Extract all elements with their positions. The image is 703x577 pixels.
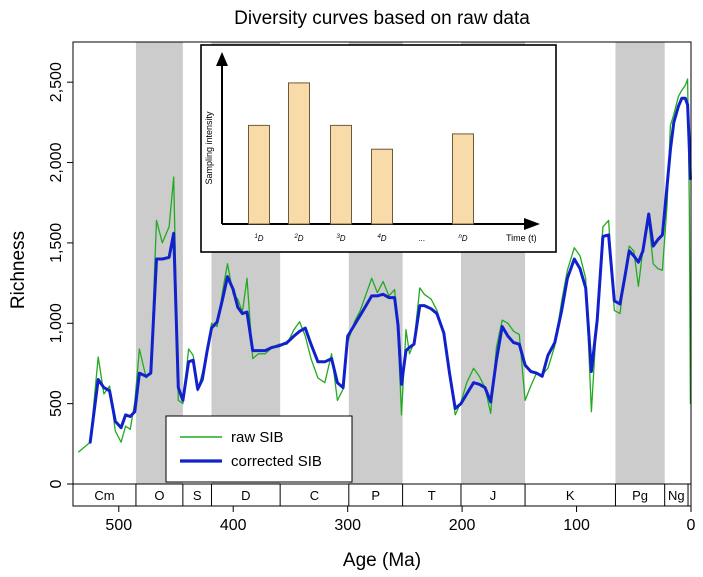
inset-y-label: Sampling intensity <box>204 111 214 185</box>
period-label-c: C <box>310 488 319 503</box>
y-axis: 0 500 1,000 1,500 2,000 2,500 <box>48 62 73 488</box>
x-tick-label: 0 <box>687 517 696 534</box>
period-label-pg: Pg <box>632 488 648 503</box>
inset-bar-label: nD <box>458 234 467 243</box>
timescale-bar: Cm O S D C P T J K Pg Ng <box>72 483 692 507</box>
period-label-j: J <box>490 488 497 503</box>
period-label-cm: Cm <box>94 488 114 503</box>
period-label-s: S <box>193 488 202 503</box>
timescale-frame <box>72 483 692 507</box>
x-tick-label: 500 <box>105 517 132 534</box>
inset-bars: 1D 2D 3D 4D nD <box>248 82 474 243</box>
inset-bar-label: 1D <box>254 234 263 243</box>
y-tick-label: 1,000 <box>48 303 65 343</box>
inset-ellipsis: ... <box>419 234 426 243</box>
inset: Sampling intensity Time (t) ... 1D 2D 3D 4D… <box>200 44 557 253</box>
inset-x-label: Time (t) <box>506 233 537 243</box>
x-tick-label: 100 <box>563 517 590 534</box>
period-label-ng: Ng <box>668 488 685 503</box>
legend-label-raw: raw SIB <box>231 429 284 446</box>
inset-bar <box>248 124 270 225</box>
legend-box <box>165 415 353 483</box>
series-corrected-sib <box>88 96 692 444</box>
y-tick-label: 1,500 <box>48 223 65 263</box>
y-tick-label: 2,500 <box>48 62 65 102</box>
x-axis: 500 400 300 200 100 0 <box>105 506 696 534</box>
inset-x-arrowhead <box>524 218 540 230</box>
x-tick-label: 400 <box>220 517 247 534</box>
period-label-o: O <box>154 488 164 503</box>
y-axis-label: Richness <box>8 231 29 309</box>
period-band-pg <box>615 42 665 484</box>
x-tick-label: 200 <box>449 517 476 534</box>
period-label-t: T <box>428 488 436 503</box>
inset-bar <box>330 124 352 225</box>
inset-bar-label: 2D <box>293 234 303 243</box>
y-tick-label: 500 <box>48 390 65 417</box>
x-tick-label: 300 <box>334 517 361 534</box>
inset-bar-label: 3D <box>336 234 345 243</box>
chart-title: Diversity curves based on raw data <box>234 8 530 29</box>
period-label-p: P <box>371 488 380 503</box>
period-label-d: D <box>241 488 250 503</box>
legend: raw SIB corrected SIB <box>165 415 353 483</box>
inset-bar <box>288 82 310 225</box>
inset-bar-label: 4D <box>377 234 386 243</box>
inset-bar <box>371 148 393 225</box>
series-layer <box>78 78 692 453</box>
y-tick-label: 0 <box>48 479 65 488</box>
legend-label-corrected: corrected SIB <box>231 453 322 470</box>
x-axis-label: Age (Ma) <box>343 550 421 571</box>
y-tick-label: 2,000 <box>48 142 65 182</box>
period-label-k: K <box>566 488 575 503</box>
inset-bar <box>452 133 474 225</box>
inset-y-arrowhead <box>216 52 228 66</box>
